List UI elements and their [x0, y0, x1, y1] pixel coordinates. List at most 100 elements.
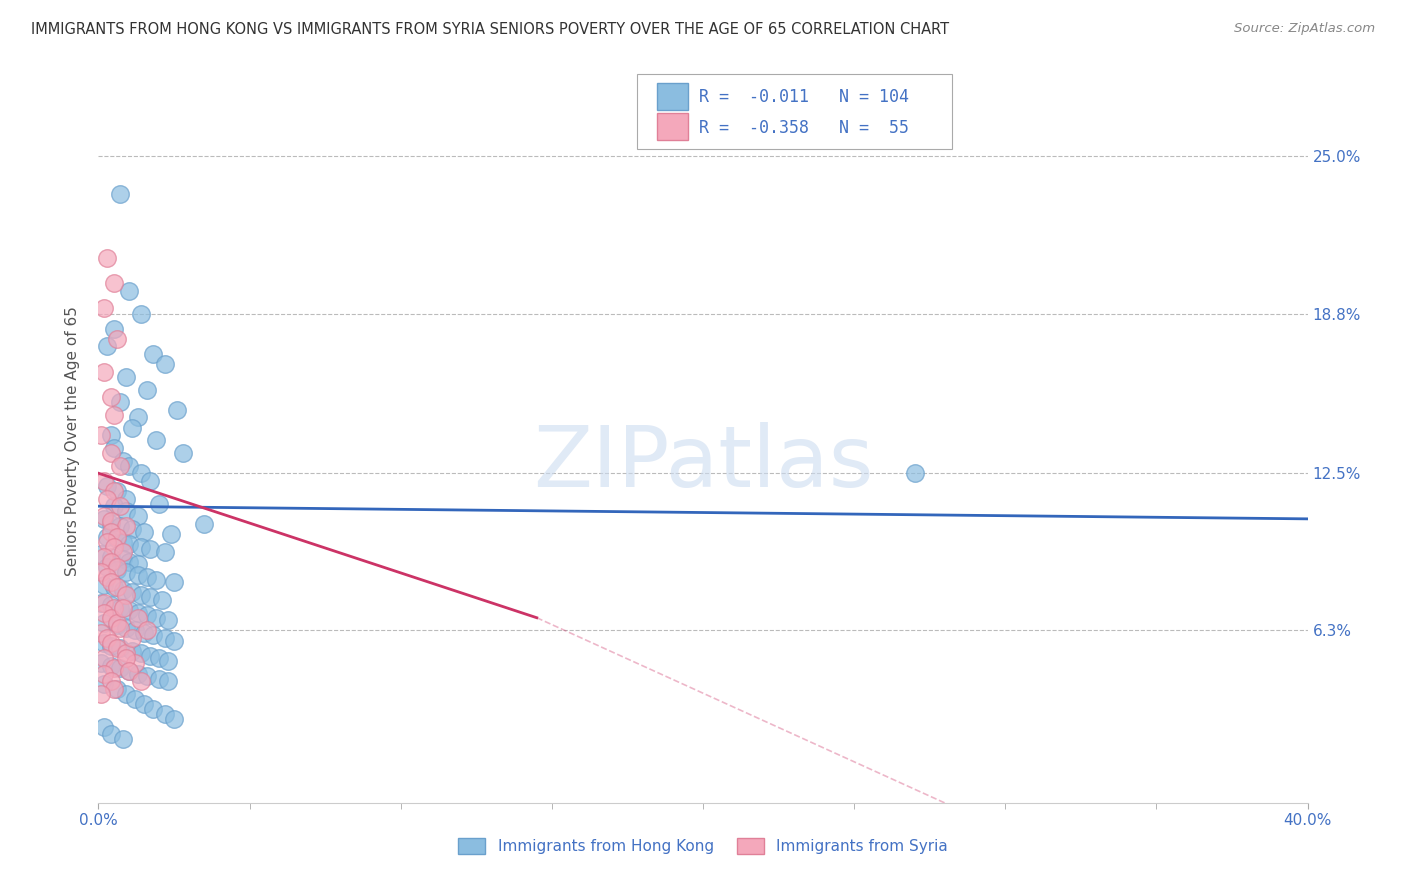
- Point: [105, 615, 128, 630]
- Point: [148, 497, 170, 511]
- Point: [160, 527, 183, 541]
- Point: [118, 284, 141, 298]
- Point: [100, 446, 122, 460]
- Point: [90, 547, 112, 561]
- Point: [96, 530, 118, 544]
- Point: [105, 332, 128, 346]
- Point: [96, 339, 118, 353]
- Point: [100, 555, 122, 569]
- Point: [90, 626, 112, 640]
- Point: [145, 573, 167, 587]
- Point: [148, 672, 170, 686]
- Point: [93, 666, 115, 681]
- Legend: Immigrants from Hong Kong, Immigrants from Syria: Immigrants from Hong Kong, Immigrants fr…: [451, 832, 955, 860]
- Point: [121, 585, 143, 599]
- Point: [108, 519, 131, 533]
- Point: [103, 600, 125, 615]
- Point: [132, 524, 155, 539]
- Point: [96, 491, 118, 506]
- Point: [100, 390, 122, 404]
- Point: [114, 621, 136, 635]
- Point: [127, 410, 149, 425]
- Point: [139, 591, 162, 605]
- Point: [105, 532, 128, 546]
- Point: [153, 545, 176, 559]
- Point: [127, 558, 149, 572]
- Point: [118, 664, 141, 678]
- Point: [103, 441, 125, 455]
- Point: [118, 555, 141, 569]
- Point: [114, 646, 136, 660]
- Point: [105, 618, 128, 632]
- Point: [111, 552, 134, 566]
- Point: [100, 659, 122, 673]
- Point: [166, 402, 188, 417]
- Point: [105, 530, 128, 544]
- Point: [103, 681, 125, 696]
- Point: [127, 509, 149, 524]
- Point: [111, 545, 134, 559]
- Point: [163, 712, 186, 726]
- Point: [129, 467, 152, 481]
- Point: [103, 276, 125, 290]
- Point: [145, 434, 167, 448]
- Point: [129, 588, 152, 602]
- Point: [93, 474, 115, 488]
- Point: [100, 598, 122, 612]
- Point: [163, 633, 186, 648]
- Y-axis label: Seniors Poverty Over the Age of 65: Seniors Poverty Over the Age of 65: [65, 307, 80, 576]
- Point: [93, 578, 115, 592]
- Point: [103, 499, 125, 513]
- Point: [111, 732, 134, 747]
- Point: [90, 687, 112, 701]
- Point: [96, 570, 118, 584]
- Point: [103, 408, 125, 422]
- Point: [156, 674, 179, 689]
- Point: [124, 657, 146, 671]
- Point: [129, 540, 152, 554]
- Point: [129, 646, 152, 660]
- Point: [193, 516, 215, 531]
- Point: [118, 664, 141, 678]
- Point: [100, 524, 122, 539]
- Point: [105, 580, 128, 594]
- Point: [124, 691, 146, 706]
- Point: [142, 628, 165, 642]
- Point: [93, 509, 115, 524]
- Point: [129, 306, 152, 320]
- Point: [90, 428, 112, 442]
- Point: [124, 624, 146, 638]
- Text: R =  -0.011   N = 104: R = -0.011 N = 104: [699, 88, 908, 106]
- Point: [142, 347, 165, 361]
- Point: [114, 565, 136, 579]
- Point: [127, 666, 149, 681]
- Point: [142, 702, 165, 716]
- Point: [93, 676, 115, 690]
- Point: [114, 651, 136, 665]
- Point: [127, 606, 149, 620]
- Point: [111, 453, 134, 467]
- Point: [93, 595, 115, 609]
- Point: [121, 631, 143, 645]
- Point: [96, 479, 118, 493]
- Point: [129, 674, 152, 689]
- Point: [108, 641, 131, 656]
- Point: [96, 251, 118, 265]
- Point: [108, 499, 131, 513]
- Point: [132, 626, 155, 640]
- Point: [135, 608, 157, 623]
- Point: [100, 639, 122, 653]
- Point: [127, 611, 149, 625]
- Point: [114, 504, 136, 518]
- Point: [145, 611, 167, 625]
- Point: [93, 606, 115, 620]
- Point: [135, 624, 157, 638]
- Point: [139, 648, 162, 663]
- Point: [135, 383, 157, 397]
- Point: [100, 428, 122, 442]
- Point: [103, 580, 125, 594]
- Point: [118, 603, 141, 617]
- Point: [111, 534, 134, 549]
- Text: Source: ZipAtlas.com: Source: ZipAtlas.com: [1234, 22, 1375, 36]
- Point: [172, 446, 194, 460]
